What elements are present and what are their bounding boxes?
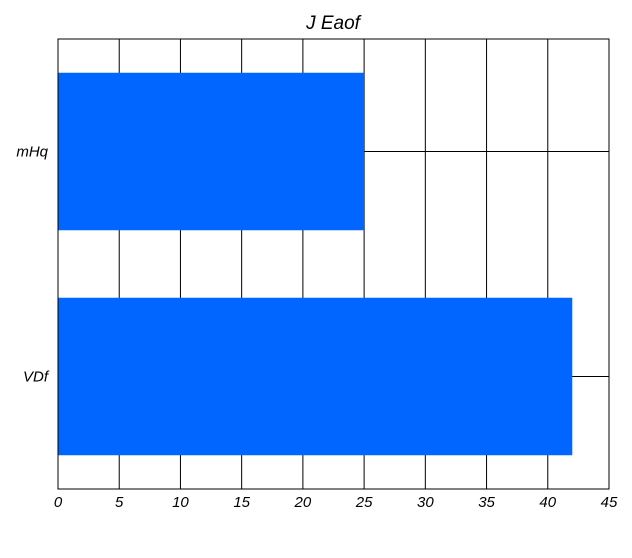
bar [58,297,573,456]
chart-title: J Eaof [305,13,362,34]
x-tick-label: 0 [54,494,63,511]
x-tick-label: 15 [233,494,250,511]
bar [58,72,365,231]
x-axis-ticks: 0 5 10 15 20 25 30 35 40 45 [54,494,618,511]
x-tick-label: 40 [539,494,556,511]
bars [58,72,573,456]
plot-frame [57,38,610,490]
x-tick-label: 45 [601,494,618,511]
x-tick-label: 10 [172,494,189,511]
x-tick-label: 5 [115,494,124,511]
x-tick-label: 20 [294,494,312,511]
category-label: VDf [23,369,50,386]
x-tick-label: 35 [478,494,495,511]
y-axis-categories: mHq VDf [16,144,49,386]
category-label: mHq [16,144,48,161]
x-tick-label: 30 [417,494,434,511]
x-tick-label: 25 [355,494,373,511]
